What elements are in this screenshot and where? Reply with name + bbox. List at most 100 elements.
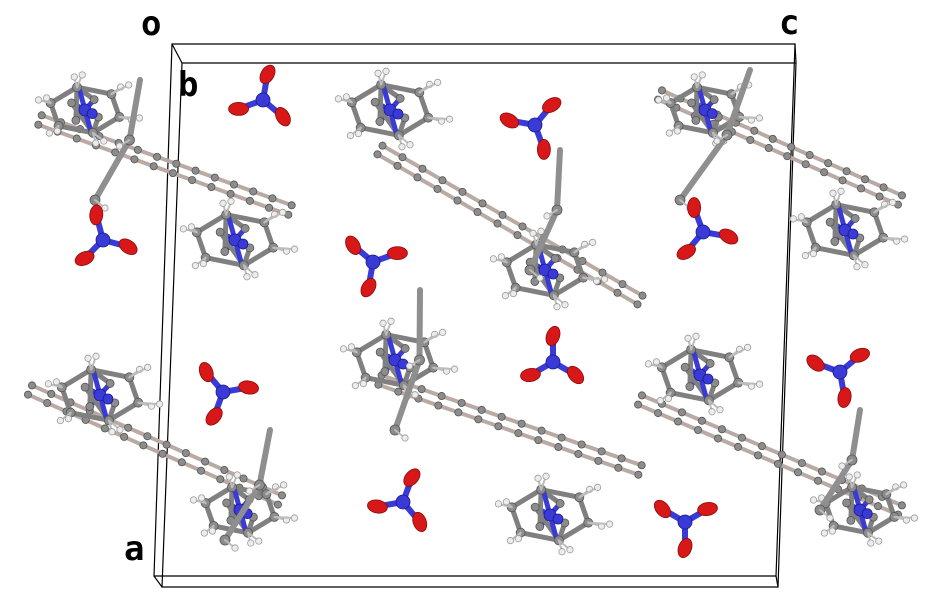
atom-H: [664, 395, 672, 403]
atom-C: [787, 142, 796, 151]
atom-H: [875, 537, 883, 545]
atom-C: [473, 208, 482, 217]
atom-H: [290, 245, 299, 253]
atom-H: [374, 69, 382, 77]
atom-C: [378, 141, 387, 150]
atom-O: [806, 354, 825, 372]
atom-H: [845, 473, 853, 481]
atom-C: [85, 402, 95, 411]
atom-C: [817, 467, 826, 476]
bond: [222, 212, 229, 255]
atom-N: [545, 354, 561, 370]
atom-C: [846, 515, 856, 525]
atom-H: [673, 127, 681, 135]
bond: [668, 390, 712, 403]
atom-H: [654, 96, 663, 104]
atom-C: [850, 214, 860, 223]
atom-C: [220, 466, 229, 475]
bond: [256, 427, 273, 488]
bond: [378, 82, 422, 95]
atom-H: [690, 73, 698, 81]
atom-C: [514, 429, 523, 438]
atom-C: [197, 466, 206, 475]
atom-C: [697, 416, 706, 425]
atom-H: [755, 380, 764, 388]
atom-H: [708, 408, 716, 416]
nitrate-anion: [653, 499, 718, 559]
atom-C: [734, 442, 743, 451]
atom-H: [45, 129, 53, 137]
bond: [832, 202, 839, 245]
atom-H: [101, 204, 109, 212]
bond: [73, 84, 80, 123]
atom-H: [247, 539, 255, 547]
atom-H: [838, 462, 846, 470]
atom-C: [820, 168, 829, 177]
bond: [245, 514, 277, 536]
atom-H: [208, 527, 216, 535]
atom-C: [498, 210, 507, 219]
atom-O: [345, 235, 362, 255]
atom-N: [847, 228, 859, 240]
bond: [518, 530, 562, 543]
atom-C: [842, 167, 851, 176]
atom-O: [360, 277, 377, 298]
atom-C: [273, 500, 282, 509]
atom-H: [334, 95, 343, 103]
cation-cage: [494, 472, 614, 556]
atom-C: [535, 522, 545, 531]
bond: [676, 123, 716, 136]
atom-C: [825, 217, 835, 227]
atom-C: [717, 425, 726, 434]
atom-O: [499, 112, 520, 129]
bond: [87, 367, 94, 410]
atom-H: [489, 255, 498, 263]
atom-C: [783, 152, 792, 161]
nitrate-anion: [345, 235, 408, 298]
atom-C: [158, 449, 167, 458]
atom-C: [875, 192, 884, 201]
atom-C: [618, 280, 627, 289]
atom-C: [265, 203, 274, 212]
atom-H: [801, 252, 809, 260]
atom-C: [437, 392, 446, 401]
atom-H: [280, 481, 288, 489]
atom-H: [225, 473, 233, 481]
atom-H: [92, 139, 100, 147]
atom-H: [789, 215, 798, 223]
atom-H: [347, 343, 356, 351]
atom-C: [597, 447, 606, 456]
bond: [223, 212, 267, 225]
atom-O: [687, 197, 702, 218]
atom-O: [566, 365, 585, 385]
atom-C: [897, 501, 906, 510]
atom-C: [89, 95, 99, 105]
atom-C: [181, 449, 190, 458]
bond: [504, 242, 539, 265]
atom-C: [577, 440, 586, 449]
bond: [509, 487, 544, 510]
atom-H: [600, 275, 609, 283]
atom-C: [188, 176, 197, 185]
atom-C: [457, 398, 466, 407]
atom-C: [226, 189, 235, 198]
atom-C: [694, 425, 703, 434]
atom-O: [520, 367, 541, 383]
atom-C: [230, 180, 239, 189]
bond: [823, 484, 855, 506]
atom-C: [130, 155, 139, 164]
atom-C: [824, 159, 833, 168]
bond: [813, 245, 857, 258]
atom-C: [400, 344, 410, 353]
bond: [222, 482, 263, 543]
atom-H: [387, 317, 395, 325]
atom-C: [395, 94, 405, 103]
atom-O: [259, 64, 276, 85]
bond: [668, 84, 700, 106]
atom-C: [685, 382, 695, 391]
atom-N: [392, 108, 404, 120]
atom-C: [287, 201, 296, 210]
bond: [804, 202, 839, 225]
atom-H: [406, 141, 414, 149]
